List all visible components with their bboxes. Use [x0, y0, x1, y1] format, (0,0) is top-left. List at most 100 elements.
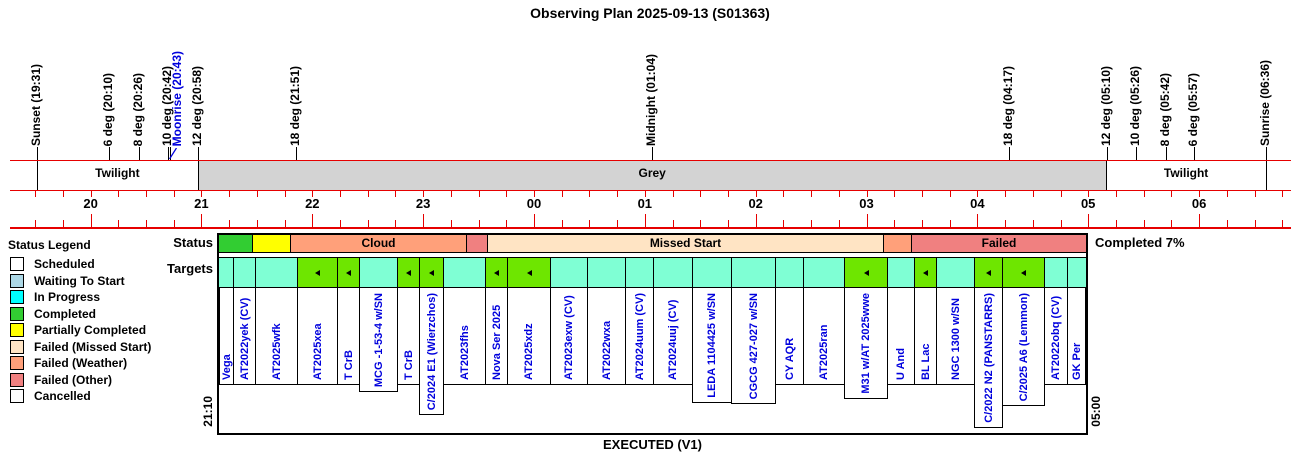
event-tick [1193, 147, 1195, 160]
sunset-line [37, 161, 38, 190]
quarter-tick-lower [340, 220, 341, 227]
legend-item: Cancelled [10, 388, 151, 404]
quarter-tick-upper [949, 191, 951, 197]
legend-swatch [10, 323, 24, 337]
twilight-label-evening: Twilight [95, 166, 140, 180]
hour-label: 03 [859, 196, 874, 211]
legend-item: Failed (Missed Start) [10, 339, 151, 355]
grey-band [197, 161, 1107, 190]
observed-marker-icon [346, 269, 351, 276]
target-name-cell: AT2022wxa [587, 288, 626, 385]
quarter-tick-upper [534, 191, 535, 197]
quarter-tick-upper [589, 191, 591, 197]
quarter-tick-lower [1060, 220, 1062, 227]
hour-tick-lower [644, 214, 646, 227]
axis-baseline [10, 227, 1291, 229]
quarter-tick-upper [1005, 191, 1007, 197]
status-segment: Cloud [291, 235, 467, 252]
grey-label: Grey [638, 166, 666, 180]
target-name: CY AQR [783, 337, 796, 380]
legend-item: Scheduled [10, 256, 151, 272]
target-name-cell: CGCG 427-027 w/SN [731, 288, 776, 405]
target-cell [937, 258, 975, 287]
legend-swatch [10, 290, 24, 304]
event-label: 12 deg (05:10) [1098, 65, 1113, 146]
targets-row-label: Targets [167, 261, 213, 276]
target-name: LEDA 1104425 w/SN [706, 293, 718, 398]
quarter-tick-upper [1115, 191, 1117, 197]
legend-item: In Progress [10, 289, 151, 305]
observed-marker-icon [526, 269, 532, 276]
observed-marker-icon [315, 269, 320, 276]
quarter-tick-upper [700, 191, 702, 197]
quarter-tick-upper [1032, 191, 1034, 197]
quarter-tick-lower [1226, 220, 1228, 227]
legend-swatch [10, 339, 24, 354]
hour-tick-lower [1088, 214, 1090, 227]
target-name: U And [895, 348, 907, 380]
target-name: GK Per [1070, 342, 1083, 380]
quarter-tick-upper [1060, 191, 1062, 197]
band-top-line [10, 160, 1291, 161]
sunrise-line [1265, 161, 1267, 190]
target-name-cell: GK Per [1067, 288, 1086, 385]
event-tick [1136, 147, 1138, 160]
hour-tick-lower [423, 214, 425, 227]
quarter-tick-lower [700, 220, 702, 227]
target-name: AT2025wfk [270, 323, 283, 380]
target-name: AT2024uum (CV) [633, 293, 646, 381]
hour-tick-lower [201, 214, 203, 227]
quarter-tick-lower [589, 220, 591, 227]
event-tick [1008, 147, 1010, 160]
target-name-cell: LEDA 1104425 w/SN [692, 288, 732, 403]
hour-label: 01 [637, 196, 653, 211]
event-tick [652, 147, 654, 160]
target-name-cell: AT2025wfk [255, 288, 298, 385]
quarter-tick-lower [1032, 220, 1034, 227]
status-segment [253, 235, 291, 252]
legend-title: Status Legend [8, 238, 91, 252]
target-name-cell: AT2023exw (CV) [550, 288, 588, 385]
legend-label: Partially Completed [34, 323, 147, 337]
event-label: 10 deg (05:26) [1128, 65, 1143, 146]
quarter-tick-lower [1282, 220, 1284, 227]
event-tick [1165, 147, 1167, 160]
hour-tick-lower [534, 214, 535, 227]
event-label: 6 deg (20:10) [101, 72, 116, 146]
target-name-cell: Vega [219, 288, 234, 385]
target-name-cell: T CrB [337, 288, 360, 385]
quarter-tick-upper [1254, 191, 1256, 197]
status-segment: Missed Start [488, 235, 884, 252]
target-cell [588, 258, 626, 287]
target-name-cell: C/2022 N2 (PANSTARRS) [974, 288, 1003, 428]
quarter-tick-lower [395, 220, 397, 227]
moonrise-connector-line [169, 148, 177, 159]
hour-label: 20 [83, 196, 98, 211]
status-targets-gap [219, 253, 1086, 258]
target-cell [1003, 258, 1045, 287]
legend-label: Failed (Missed Start) [34, 339, 152, 354]
target-name-cell: MCG -1-53-4 w/SN [359, 288, 398, 393]
quarter-tick-lower [672, 220, 674, 227]
target-cell [626, 258, 654, 287]
quarter-tick-lower [811, 220, 813, 227]
quarter-tick-lower [118, 220, 120, 227]
hour-label: 00 [526, 196, 542, 211]
target-name: AT2022wxa [600, 320, 613, 380]
quarter-tick-upper [644, 191, 646, 197]
event-label: Moonrise (20:43) [170, 50, 184, 146]
event-label: Midnight (01:04) [644, 54, 659, 146]
target-cell [338, 258, 360, 287]
quarter-tick-upper [838, 191, 840, 197]
legend-item: Partially Completed [10, 322, 151, 338]
quarter-tick-lower [783, 220, 785, 227]
event-tick [170, 147, 171, 160]
target-name: AT2022obq (CV) [1050, 295, 1062, 380]
observed-marker-icon [429, 269, 434, 276]
quarter-tick-upper [146, 191, 147, 197]
hour-label: 21 [194, 196, 209, 211]
target-name: T CrB [402, 350, 415, 380]
legend-label: Completed [34, 306, 97, 321]
quarter-tick-lower [1171, 220, 1173, 227]
target-name-cell: AT2025xea [297, 288, 338, 385]
